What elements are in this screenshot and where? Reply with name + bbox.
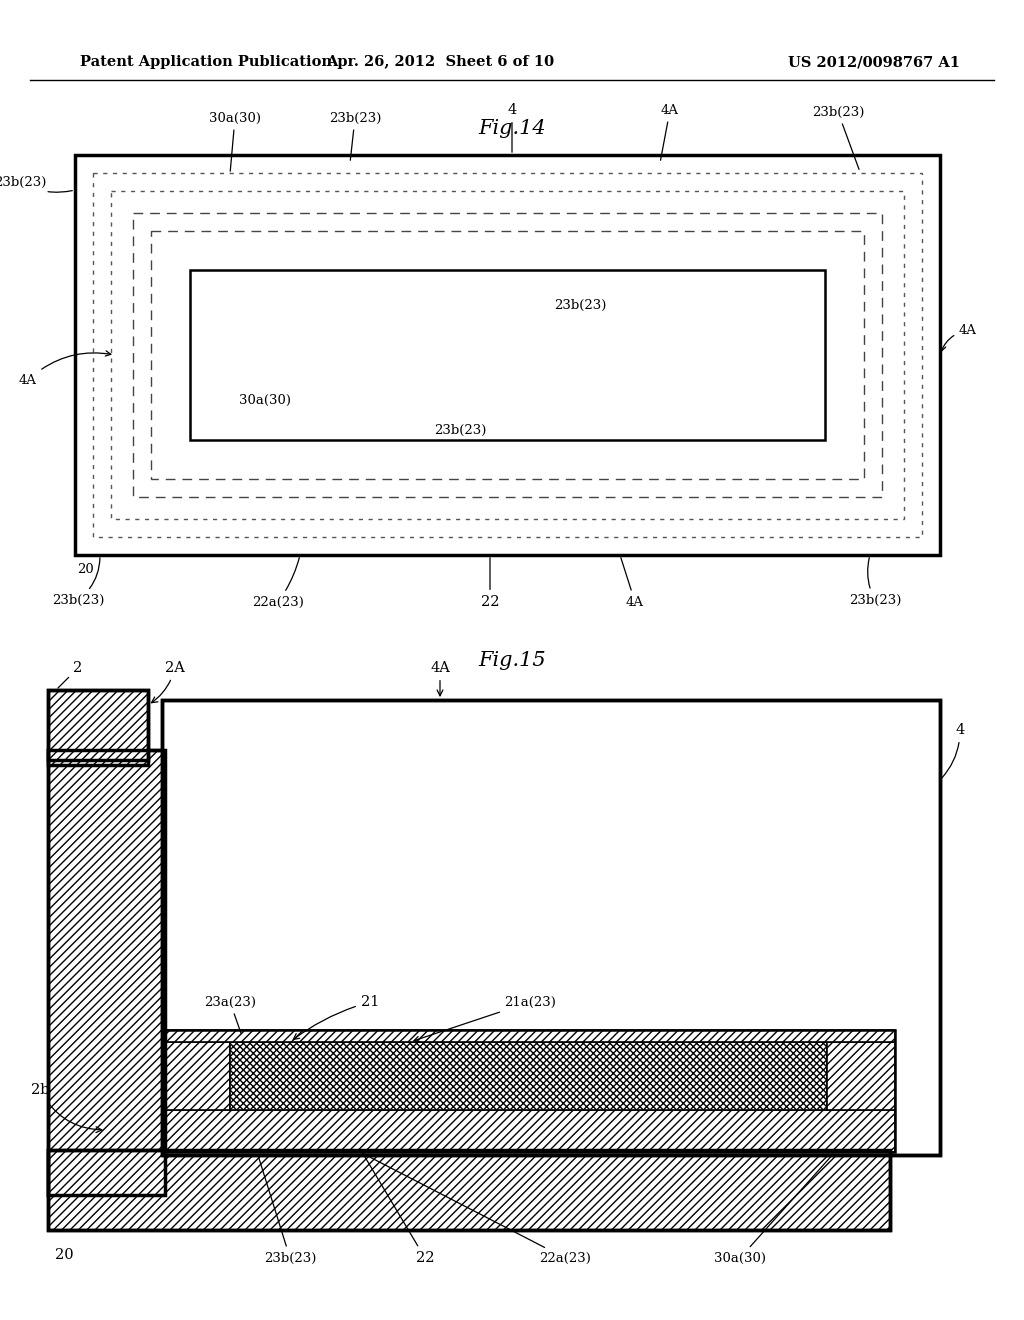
Text: Apr. 26, 2012  Sheet 6 of 10: Apr. 26, 2012 Sheet 6 of 10	[326, 55, 554, 69]
Text: 20: 20	[77, 564, 94, 576]
Text: 23b(23): 23b(23)	[554, 298, 606, 312]
Bar	[190, 271, 825, 440]
Text: 23b(23): 23b(23)	[258, 1155, 316, 1265]
Bar	[93, 173, 922, 537]
Text: 2: 2	[58, 661, 83, 688]
Bar	[230, 1041, 827, 1110]
Text: 30a(30): 30a(30)	[239, 393, 291, 407]
Text: 20: 20	[55, 1247, 74, 1262]
Bar	[48, 690, 148, 766]
Bar	[162, 1041, 230, 1110]
Text: 23b(23): 23b(23)	[0, 176, 73, 193]
Text: 22a(23): 22a(23)	[252, 557, 304, 609]
Text: Fig.15: Fig.15	[478, 651, 546, 669]
Text: 4A: 4A	[621, 557, 644, 609]
Text: 2A: 2A	[152, 661, 185, 702]
Text: 23b(23): 23b(23)	[434, 424, 486, 437]
Text: 4A: 4A	[660, 103, 679, 160]
Bar	[48, 1150, 890, 1230]
Text: 4A: 4A	[19, 351, 111, 387]
Bar	[162, 1030, 895, 1152]
Bar	[111, 191, 904, 519]
Text: 4: 4	[942, 723, 965, 777]
Text: Patent Application Publication: Patent Application Publication	[80, 55, 332, 69]
Text: 30a(30): 30a(30)	[714, 1154, 834, 1265]
Text: US 2012/0098767 A1: US 2012/0098767 A1	[788, 55, 961, 69]
Text: 23b(23): 23b(23)	[812, 106, 864, 169]
Bar	[48, 690, 148, 760]
Bar	[48, 750, 165, 1195]
Bar	[162, 700, 940, 1155]
Text: 21a(23): 21a(23)	[414, 995, 556, 1041]
Text: 23a(23): 23a(23)	[204, 995, 256, 1034]
Bar	[48, 750, 165, 1195]
Bar	[162, 1110, 895, 1152]
Bar	[162, 700, 940, 1155]
Text: 22a(23): 22a(23)	[362, 1154, 591, 1265]
Text: 4A: 4A	[941, 323, 977, 351]
Bar	[133, 213, 882, 498]
Bar	[827, 1041, 895, 1110]
Bar	[75, 154, 940, 554]
Text: 23b(23): 23b(23)	[849, 557, 901, 606]
Text: 23b(23): 23b(23)	[52, 558, 104, 606]
Text: 2b: 2b	[31, 1082, 101, 1133]
Bar	[48, 1150, 890, 1230]
Text: 4A: 4A	[430, 661, 450, 696]
Text: 23b(23): 23b(23)	[329, 111, 381, 160]
Text: Fig.14: Fig.14	[478, 119, 546, 137]
Bar	[151, 231, 864, 479]
Text: 22: 22	[480, 558, 500, 609]
Text: 30a(30): 30a(30)	[209, 111, 261, 172]
Text: 21: 21	[293, 995, 379, 1039]
Text: 4: 4	[507, 103, 517, 152]
Bar	[162, 1030, 895, 1041]
Text: 22: 22	[364, 1155, 434, 1265]
